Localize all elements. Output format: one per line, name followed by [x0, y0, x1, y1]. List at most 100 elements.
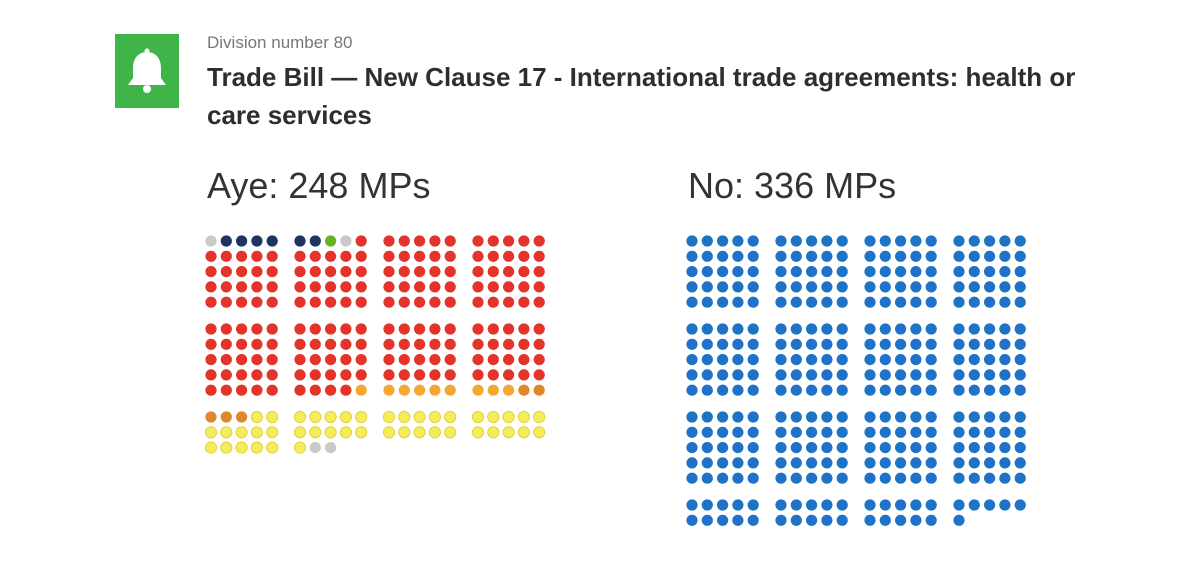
mp-dot	[775, 514, 787, 526]
mp-dot	[925, 281, 937, 293]
mp-dot	[294, 338, 306, 350]
mp-dot	[806, 457, 818, 469]
mp-dot	[533, 281, 545, 293]
mp-dot	[879, 250, 891, 262]
mp-dot	[236, 323, 248, 335]
mp-dot	[968, 250, 980, 262]
mp-dot	[895, 266, 907, 278]
mp-dot	[472, 354, 484, 366]
mp-dot	[910, 250, 922, 262]
mp-dot	[775, 281, 787, 293]
mp-dot	[895, 296, 907, 308]
mp-dot	[471, 410, 485, 424]
mp-dot	[775, 457, 787, 469]
mp-dot	[732, 281, 744, 293]
mp-dot	[294, 250, 306, 262]
mp-dot	[879, 296, 891, 308]
mp-dot	[487, 250, 499, 262]
mp-dot	[472, 281, 484, 293]
mp-dot	[836, 457, 848, 469]
mp-dot	[910, 266, 922, 278]
mp-dot	[821, 472, 833, 484]
mp-dot	[984, 235, 996, 247]
mp-dot	[339, 410, 352, 424]
mp-dot	[999, 426, 1011, 438]
mp-dot	[968, 499, 980, 511]
mp-dot	[879, 323, 891, 335]
mp-dot	[503, 384, 515, 396]
mp-dot	[717, 354, 729, 366]
mp-dot	[251, 354, 263, 366]
mp-dot	[806, 266, 818, 278]
mp-dot	[879, 442, 891, 454]
mp-dot	[925, 411, 937, 423]
mp-dot	[895, 323, 907, 335]
mp-dot	[968, 266, 980, 278]
mp-dot	[732, 426, 744, 438]
mp-dot	[836, 384, 848, 396]
mp-dot	[205, 323, 217, 335]
mp-dot	[836, 250, 848, 262]
mp-dot	[398, 323, 410, 335]
mp-dot	[236, 411, 248, 423]
mp-dot	[340, 266, 352, 278]
mp-dot	[747, 281, 759, 293]
mp-dot	[821, 235, 833, 247]
mp-dot	[836, 499, 848, 511]
mp-dot	[1014, 281, 1026, 293]
mp-dot	[732, 499, 744, 511]
mp-dot	[925, 250, 937, 262]
mp-dot	[294, 266, 306, 278]
mp-dot	[864, 499, 876, 511]
mp-dot	[717, 281, 729, 293]
mp-dot	[309, 410, 322, 424]
mp-dot	[747, 354, 759, 366]
mp-dot	[294, 369, 306, 381]
mp-dot	[340, 281, 352, 293]
mp-dot	[205, 250, 217, 262]
mp-dot	[701, 442, 713, 454]
mp-dot	[968, 369, 980, 381]
mp-dot	[686, 457, 698, 469]
mp-dot	[732, 354, 744, 366]
mp-dot	[864, 323, 876, 335]
mp-dot	[953, 354, 965, 366]
mp-dot	[250, 410, 263, 424]
mp-dot	[251, 338, 263, 350]
mp-dot	[925, 296, 937, 308]
mp-dot	[732, 323, 744, 335]
mp-dot	[355, 338, 367, 350]
mp-dot	[398, 296, 410, 308]
mp-dot	[836, 323, 848, 335]
mp-dot	[925, 442, 937, 454]
mp-dot	[205, 296, 217, 308]
mp-dot	[821, 338, 833, 350]
mp-dot	[836, 514, 848, 526]
mp-dot	[821, 369, 833, 381]
mp-dot	[821, 442, 833, 454]
mp-dot	[472, 384, 484, 396]
mp-dot	[821, 426, 833, 438]
mp-dot	[503, 235, 515, 247]
mp-dot	[355, 369, 367, 381]
mp-dot	[266, 410, 279, 424]
mp-dot	[999, 442, 1011, 454]
no-heading: No: 336 MPs	[688, 165, 897, 206]
mp-dot	[220, 266, 232, 278]
mp-dot	[953, 369, 965, 381]
mp-dot	[732, 472, 744, 484]
mp-dot	[864, 442, 876, 454]
mp-dot	[686, 411, 698, 423]
mp-dot	[895, 384, 907, 396]
mp-dot	[205, 266, 217, 278]
mp-dot	[236, 235, 248, 247]
mp-dot	[717, 266, 729, 278]
mp-dot	[383, 369, 395, 381]
mp-dot	[775, 411, 787, 423]
mp-dot	[747, 426, 759, 438]
mp-dot	[864, 266, 876, 278]
mp-dot	[220, 441, 233, 454]
mp-dot	[518, 369, 530, 381]
division-number: Division number 80	[207, 33, 353, 52]
mp-dot	[383, 296, 395, 308]
